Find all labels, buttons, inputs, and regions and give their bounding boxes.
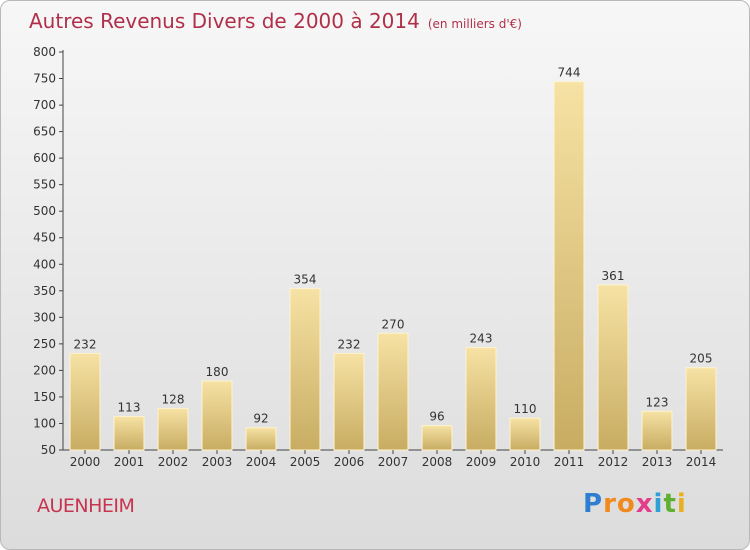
x-tick-label: 2000 (70, 455, 101, 469)
x-tick-label: 2010 (510, 455, 541, 469)
y-tick-label: 250 (33, 337, 56, 351)
x-tick-label: 2009 (466, 455, 497, 469)
logo-letter: r (603, 489, 617, 519)
bar-value-label: 180 (206, 365, 229, 379)
bar-value-label: 361 (602, 269, 625, 283)
chart-title: Autres Revenus Divers de 2000 à 2014 (29, 9, 420, 33)
x-tick-label: 2006 (334, 455, 365, 469)
logo-letter: t (663, 489, 677, 519)
bar-value-label: 232 (74, 337, 97, 351)
logo-letter: P (583, 489, 604, 519)
logo-letter: o (616, 489, 636, 519)
y-tick-label: 650 (33, 125, 56, 139)
bar (157, 408, 189, 451)
bar-value-label: 354 (294, 273, 317, 287)
bar (69, 352, 101, 451)
y-tick-label: 550 (33, 178, 56, 192)
bar-value-label: 744 (558, 66, 581, 80)
bar (377, 332, 409, 451)
city-name: AUENHEIM (37, 495, 135, 517)
logo-letter: i (653, 489, 664, 519)
bar (641, 410, 673, 451)
y-tick-label: 400 (33, 257, 56, 271)
y-tick-label: 200 (33, 363, 56, 377)
logo-letter: x (635, 489, 654, 519)
bar-value-label: 243 (470, 332, 493, 346)
bar (421, 425, 453, 451)
bar-value-label: 270 (382, 317, 405, 331)
chart-title-block: Autres Revenus Divers de 2000 à 2014 (en … (29, 9, 522, 33)
x-tick-label: 2013 (642, 455, 673, 469)
bar-value-label: 113 (118, 401, 141, 415)
y-tick-label: 600 (33, 151, 56, 165)
bar (465, 347, 497, 451)
x-tick-label: 2011 (554, 455, 585, 469)
x-tick-label: 2005 (290, 455, 321, 469)
bar (553, 81, 585, 451)
bar (597, 284, 629, 451)
x-tick-label: 2008 (422, 455, 453, 469)
x-tick-label: 2002 (158, 455, 189, 469)
bar (509, 417, 541, 451)
logo-letter: i (676, 489, 687, 519)
bar-value-label: 92 (253, 412, 268, 426)
proxiti-logo: Proxiti (583, 489, 687, 519)
x-tick-label: 2004 (246, 455, 277, 469)
y-tick-label: 100 (33, 416, 56, 430)
bar (113, 416, 145, 451)
chart-unit: (en milliers d'€) (427, 17, 522, 31)
bar-value-label: 123 (646, 395, 669, 409)
bar (685, 367, 717, 451)
y-tick-label: 750 (33, 72, 56, 86)
x-tick-label: 2003 (202, 455, 233, 469)
bar (201, 380, 233, 451)
y-tick-label: 800 (33, 45, 56, 59)
y-tick-label: 450 (33, 231, 56, 245)
bar-value-label: 232 (338, 337, 361, 351)
x-tick-label: 2012 (598, 455, 629, 469)
bar-value-label: 96 (429, 410, 444, 424)
x-tick-label: 2001 (114, 455, 145, 469)
bar-value-label: 110 (514, 402, 537, 416)
y-tick-label: 50 (41, 443, 56, 457)
bar (333, 352, 365, 451)
y-tick-label: 500 (33, 204, 56, 218)
x-tick-label: 2007 (378, 455, 409, 469)
bar-value-label: 205 (690, 352, 713, 366)
y-tick-label: 350 (33, 284, 56, 298)
y-tick-label: 150 (33, 390, 56, 404)
x-tick-label: 2014 (686, 455, 717, 469)
bar (289, 288, 321, 451)
bar (245, 427, 277, 451)
bar-value-label: 128 (162, 393, 185, 407)
y-tick-label: 700 (33, 98, 56, 112)
y-tick-label: 300 (33, 310, 56, 324)
